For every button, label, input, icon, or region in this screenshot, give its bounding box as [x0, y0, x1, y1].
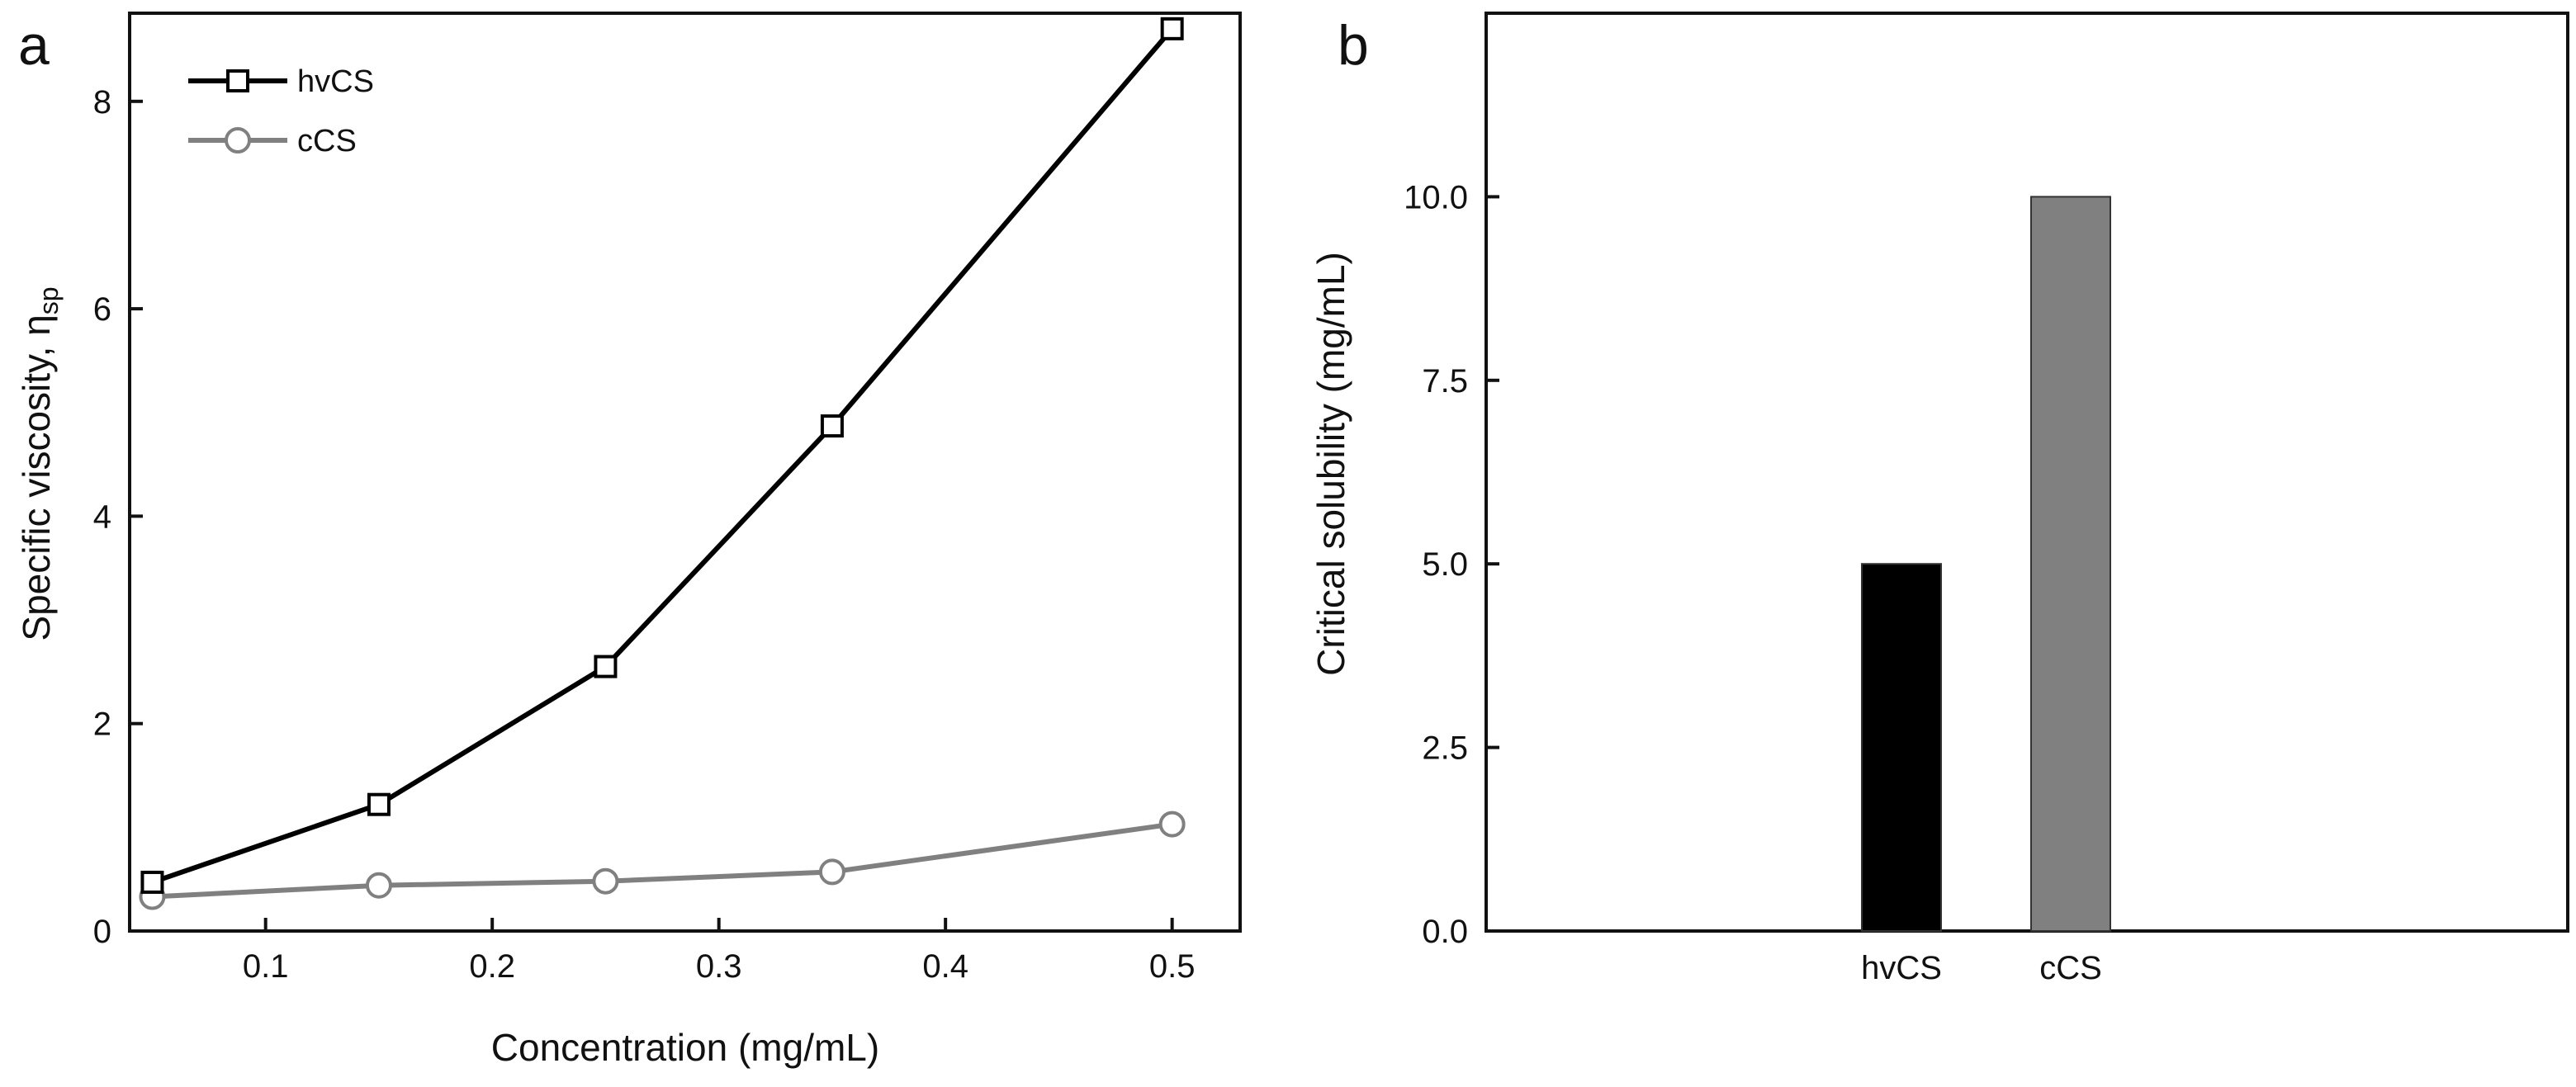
x-category-label-hvcs: hvCS: [1861, 950, 1942, 986]
x-category-label-ccs: cCS: [2039, 950, 2102, 986]
y-tick-label-a: 0: [93, 914, 111, 950]
bars-group-b: hvCS cCS: [1861, 196, 2111, 986]
panel-label-b: b: [1338, 14, 1369, 77]
legend-label-hvcs: hvCS: [297, 64, 374, 99]
data-point-hvcs: [367, 792, 391, 816]
y-tick-label-a: 2: [93, 707, 111, 743]
y-tick-label-a: 8: [93, 84, 111, 121]
y-tick-label-a: 6: [93, 291, 111, 328]
data-point-hvcs: [820, 414, 844, 438]
x-tick-label-a: 0.3: [696, 948, 742, 985]
plot-frame-b: [1485, 12, 2569, 933]
y-tick-label-b: 2.5: [1422, 730, 1468, 767]
x-tick-label-a: 0.5: [1149, 948, 1196, 985]
line-chart-panel: a 0 2 4 6 8 0.1 0.2 0.3 0.4 0.5 hvCS cCS Specifi…: [15, 12, 1242, 1069]
bar-chart-panel: b 0.0 2.5 5.0 7.5 10.0 hvCS cCS Critical solu…: [1309, 12, 2569, 986]
data-point-ccs: [365, 872, 392, 899]
x-axis-title-a: Concentration (mg/mL): [491, 1026, 879, 1069]
panel-label-a: a: [18, 14, 50, 77]
series-line-ccs: [152, 821, 1173, 900]
y-axis-title-a: Specific viscosity, ηsp: [15, 286, 64, 640]
legend-marker-hvcs: [226, 69, 249, 92]
plot-frame-a: [128, 12, 1242, 933]
data-point-ccs: [1158, 811, 1186, 838]
data-point-hvcs: [594, 655, 618, 678]
y-tick-label-b: 7.5: [1422, 363, 1468, 399]
data-point-hvcs: [1160, 17, 1184, 40]
y-axis-b: 0.0 2.5 5.0 7.5 10.0: [1404, 179, 1499, 950]
x-tick-label-a: 0.4: [922, 948, 968, 985]
y-axis-title-a-sub: sp: [34, 286, 64, 314]
y-tick-label-a: 4: [93, 499, 111, 535]
y-tick-label-b: 5.0: [1422, 546, 1468, 583]
legend-label-ccs: cCS: [297, 124, 357, 158]
y-axis-title-b: Critical solubility (mg/mL): [1309, 252, 1352, 676]
data-point-ccs: [818, 858, 845, 886]
legend: hvCS cCS: [188, 64, 374, 158]
y-axis-a: 0 2 4 6 8: [93, 84, 143, 950]
data-point-ccs: [592, 867, 619, 895]
x-tick-label-a: 0.1: [243, 948, 289, 985]
bar-ccs: [2030, 196, 2111, 932]
data-point-hvcs: [140, 870, 164, 894]
y-tick-label-b: 10.0: [1404, 179, 1468, 215]
bar-hvcs: [1861, 563, 1942, 932]
series-group-a: [139, 17, 1186, 910]
y-axis-title-a-main: Specific viscosity, η: [15, 314, 58, 640]
x-axis-a: 0.1 0.2 0.3 0.4 0.5: [243, 918, 1196, 985]
x-tick-label-a: 0.2: [469, 948, 515, 985]
legend-marker-ccs: [225, 127, 251, 154]
y-tick-label-b: 0.0: [1422, 914, 1468, 950]
